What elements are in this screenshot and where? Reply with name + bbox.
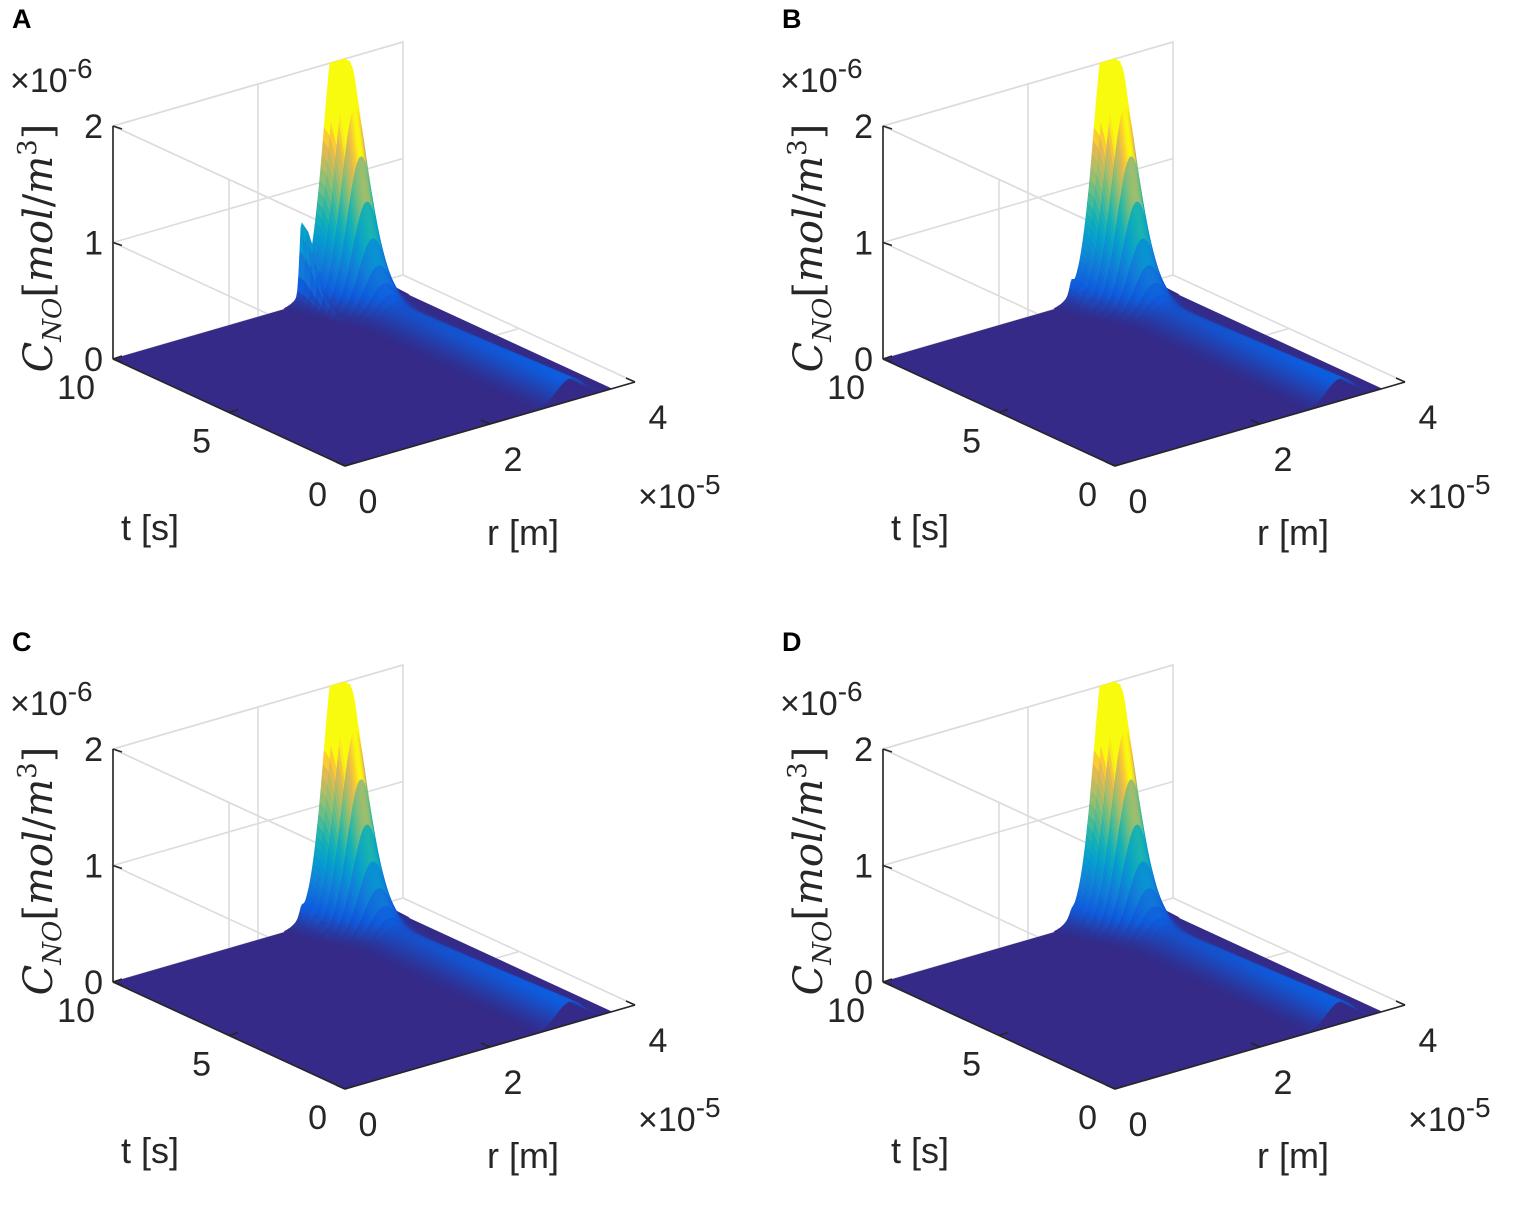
z-exp-times: × bbox=[10, 62, 30, 100]
x-exp-times: × bbox=[638, 478, 658, 516]
x-tick-label: 0 bbox=[359, 483, 378, 521]
z-exp-power: -6 bbox=[68, 53, 93, 84]
y-axis-label: t [s] bbox=[121, 507, 179, 548]
x-exp-power: -5 bbox=[696, 469, 721, 500]
z-exp-base: 10 bbox=[30, 62, 68, 100]
panel-label: A bbox=[12, 4, 32, 34]
y-tick-label: 0 bbox=[308, 476, 327, 514]
z-label-mol: mol bbox=[16, 207, 62, 282]
x-tick-label: 2 bbox=[504, 441, 523, 479]
z-label-close: ] bbox=[16, 124, 62, 140]
z-label-base: C bbox=[16, 342, 62, 373]
z-exponent-label: ×10-6 bbox=[10, 53, 93, 100]
z-label-open: [ bbox=[16, 282, 62, 298]
x-tick-label: 4 bbox=[649, 399, 668, 437]
x-exp-base: 10 bbox=[658, 478, 696, 516]
z-axis-label: CNO[mol/m3] bbox=[13, 124, 68, 373]
x-exponent-label: ×10-5 bbox=[638, 469, 721, 516]
z-label-sup: 3 bbox=[13, 139, 43, 156]
z-label-m: m bbox=[16, 156, 62, 194]
z-tick-label: 0 bbox=[84, 341, 103, 379]
z-label-sub: NO bbox=[38, 298, 68, 343]
z-tick-label: 1 bbox=[84, 225, 103, 263]
z-tick-label: 2 bbox=[84, 108, 103, 146]
x-tick-mark bbox=[626, 378, 635, 382]
y-tick-label: 5 bbox=[192, 423, 211, 461]
z-label-slash: / bbox=[16, 193, 62, 207]
x-axis-label: r [m] bbox=[487, 512, 559, 553]
